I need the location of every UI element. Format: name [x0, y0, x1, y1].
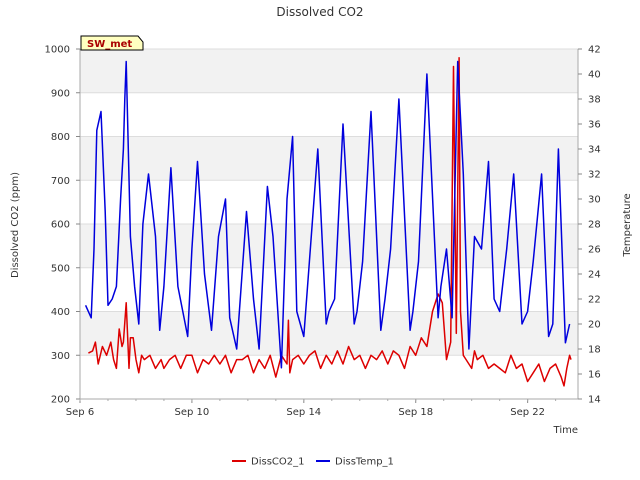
y2-tick-label: 20 — [588, 320, 601, 331]
y2-tick-label: 36 — [588, 120, 601, 131]
y-tick-label: 600 — [51, 220, 70, 231]
plot-band — [80, 224, 578, 268]
y-tick-label: 300 — [51, 351, 70, 362]
y2-tick-label: 28 — [588, 220, 601, 231]
plot-band — [80, 311, 578, 356]
y-tick-label: 900 — [51, 88, 70, 99]
y2-tick-label: 14 — [588, 395, 601, 406]
plot-band — [80, 49, 578, 93]
legend-label: DissTemp_1 — [335, 457, 394, 468]
x-tick-label: Sep 10 — [175, 407, 210, 418]
y2-tick-label: 38 — [588, 95, 601, 106]
y2-tick-label: 18 — [588, 345, 601, 356]
badge-label: SW_met — [87, 39, 132, 50]
badge-box — [80, 35, 144, 51]
axes: 200 300 400 500 600 700 800 900 1000 14 16 18 20 22 24… — [45, 45, 601, 419]
chart-labels: Dissolved CO2 Dissolved CO2 (ppm) Temper… — [10, 5, 633, 436]
y-axis-label: Dissolved CO2 (ppm) — [10, 172, 21, 278]
legend: DissCO2_1 DissTemp_1 — [232, 457, 394, 468]
legend-label: DissCO2_1 — [251, 457, 304, 468]
series-line-DissTemp_1 — [84, 60, 571, 369]
y-tick-label: 400 — [51, 307, 70, 318]
x-tick-label: Sep 6 — [66, 407, 94, 418]
chart-title: Dissolved CO2 — [276, 5, 363, 19]
y2-tick-label: 34 — [588, 145, 601, 156]
y2-tick-label: 24 — [588, 270, 601, 281]
series-lines — [84, 57, 572, 387]
y-tick-label: 500 — [51, 263, 70, 274]
y2-tick-label: 32 — [588, 170, 601, 181]
y2-tick-label: 30 — [588, 195, 601, 206]
y-tick-label: 700 — [51, 176, 70, 187]
series-line-DissCO2_1 — [88, 57, 572, 387]
x-tick-label: Sep 22 — [510, 407, 545, 418]
y-tick-label: 1000 — [45, 45, 70, 56]
x-axis-label: Time — [553, 425, 578, 436]
y2-tick-label: 40 — [588, 70, 601, 81]
x-tick-label: Sep 14 — [286, 407, 321, 418]
station-badge: SW_met — [80, 35, 144, 51]
y2-tick-label: 26 — [588, 245, 601, 256]
y2-tick-label: 42 — [588, 45, 601, 56]
y2-tick-label: 22 — [588, 295, 601, 306]
x-tick-label: Sep 18 — [398, 407, 433, 418]
y-tick-label: 800 — [51, 132, 70, 143]
y2-axis-label: Temperature — [622, 193, 633, 257]
y-tick-label: 200 — [51, 395, 70, 406]
y2-tick-label: 16 — [588, 370, 601, 381]
plot-band — [80, 136, 578, 181]
